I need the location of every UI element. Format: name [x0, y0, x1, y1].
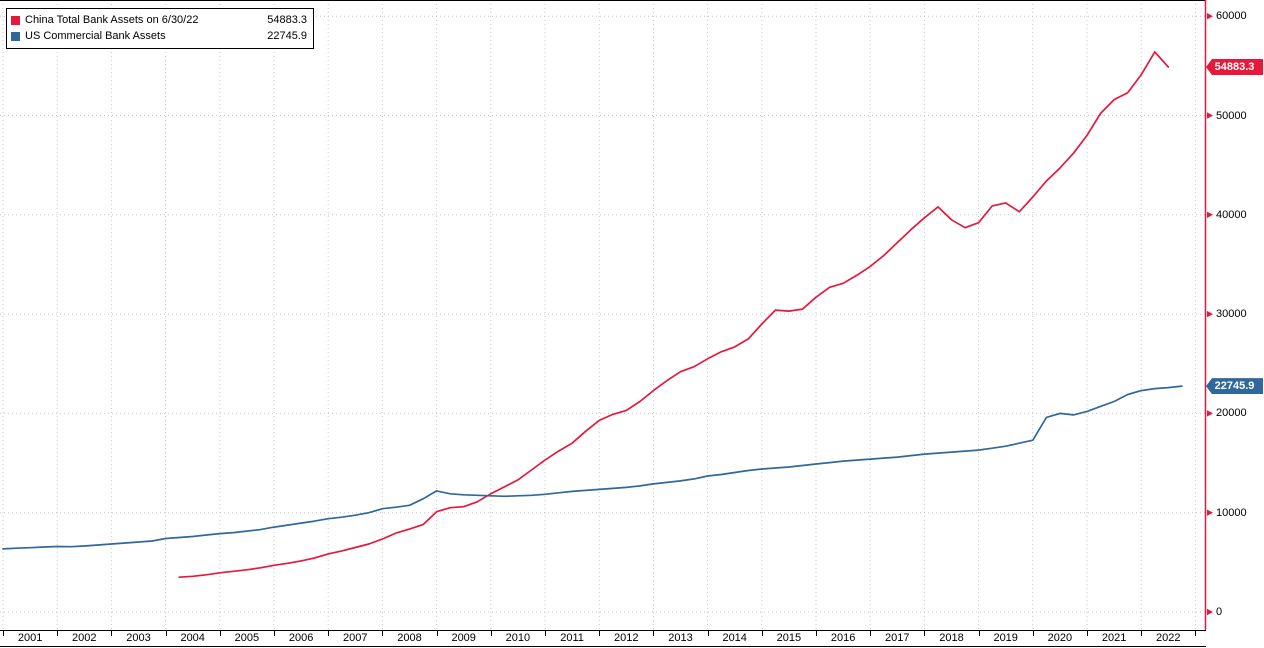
y-axis-tick-arrow-icon: [1207, 608, 1213, 616]
x-axis-year-label: 2018: [939, 632, 964, 644]
x-axis-tick: [274, 631, 275, 636]
x-axis-tick: [599, 631, 601, 636]
x-axis-year-label: 2017: [885, 632, 910, 644]
x-axis-tick: [1087, 631, 1088, 636]
y-axis-tick-label: 30000: [1216, 308, 1247, 321]
legend-swatch-us-icon: [11, 31, 20, 41]
series-line-us: [2, 385, 1183, 550]
x-axis-tick: [111, 631, 113, 636]
y-axis-tick-arrow-icon: [1207, 13, 1213, 20]
x-axis-year-label: 2009: [451, 632, 476, 644]
x-axis-tick: [545, 631, 546, 636]
legend-label-china: China Total Bank Assets on 6/30/22: [25, 14, 199, 26]
legend-label-us: US Commercial Bank Assets: [25, 30, 166, 42]
x-axis-tick: [436, 631, 438, 636]
legend-value-us: 22745.9: [267, 30, 307, 42]
x-axis-year-label: 2012: [614, 632, 639, 644]
last-value-badge-china: 54883.3: [1206, 59, 1263, 75]
y-axis-tick-arrow-icon: [1207, 410, 1213, 417]
x-axis-year-label: 2011: [560, 632, 584, 644]
x-axis-year-label: 2015: [776, 632, 802, 644]
y-axis-tick-arrow-icon: [1207, 310, 1213, 318]
x-axis-year-label: 2020: [1047, 632, 1073, 644]
x-axis-tick: [490, 631, 492, 636]
y-axis-tick-label: 40000: [1216, 208, 1247, 221]
legend-item-us: US Commercial Bank Assets 22745.9: [11, 28, 307, 44]
y-axis-tick-arrow-icon: [1207, 509, 1213, 516]
y-axis-tick-label: 20000: [1216, 407, 1247, 420]
legend-swatch-china-icon: [11, 15, 20, 25]
x-axis-year-label: 2022: [1156, 632, 1181, 644]
x-axis-tick: [219, 631, 221, 636]
x-axis-year-label: 2003: [126, 632, 151, 644]
x-axis-tick: [761, 631, 763, 636]
y-axis-tick-label: 50000: [1216, 109, 1247, 122]
y-axis-tick-label: 0: [1216, 606, 1223, 618]
last-value-badge-us: 22745.9: [1206, 378, 1263, 395]
x-axis-tick: [978, 631, 980, 636]
x-axis-year-label: 2001: [17, 632, 43, 644]
x-axis: 2001 2002 2003 2004 2005 2006 2007 2008 2009 2010…: [0, 630, 1206, 647]
x-axis-year-label: 2021: [1101, 632, 1127, 644]
x-axis-year-label: 2004: [180, 632, 205, 644]
legend: China Total Bank Assets on 6/30/22 54883…: [6, 8, 314, 49]
x-axis-tick: [57, 631, 59, 636]
y-axis-tick-label: 60000: [1216, 10, 1247, 23]
x-axis-tick: [707, 631, 709, 636]
x-axis-year-label: 2006: [288, 632, 314, 644]
x-axis-tick: [1141, 631, 1143, 636]
x-axis-tick: [1032, 631, 1034, 636]
x-axis-tick: [328, 631, 330, 636]
x-axis-year-label: 2008: [397, 632, 422, 644]
x-axis-year-label: 2014: [722, 632, 747, 644]
series-line-china: [178, 51, 1170, 579]
x-axis-year-label: 2019: [993, 632, 1018, 644]
x-axis-year-label: 2010: [505, 632, 531, 644]
legend-value-china: 54883.3: [267, 14, 307, 26]
x-axis-tick: [1195, 631, 1197, 636]
x-axis-tick: [924, 631, 926, 636]
x-axis-tick: [870, 631, 872, 636]
x-axis-tick: [165, 631, 167, 636]
x-axis-tick: [816, 631, 817, 636]
y-axis-tick-arrow-icon: [1207, 112, 1213, 119]
x-axis-tick: [382, 631, 384, 636]
legend-item-china: China Total Bank Assets on 6/30/22 54883…: [11, 12, 307, 28]
x-axis-tick: [653, 631, 655, 636]
x-axis-year-label: 2016: [830, 632, 856, 644]
x-axis-year-label: 2013: [668, 632, 693, 644]
x-axis-year-label: 2005: [234, 632, 260, 644]
x-axis-tick: [3, 631, 4, 636]
x-axis-year-label: 2002: [72, 632, 97, 644]
y-axis-tick-label: 10000: [1216, 506, 1247, 519]
y-axis-tick-arrow-icon: [1207, 211, 1213, 218]
x-axis-year-label: 2007: [343, 632, 368, 644]
